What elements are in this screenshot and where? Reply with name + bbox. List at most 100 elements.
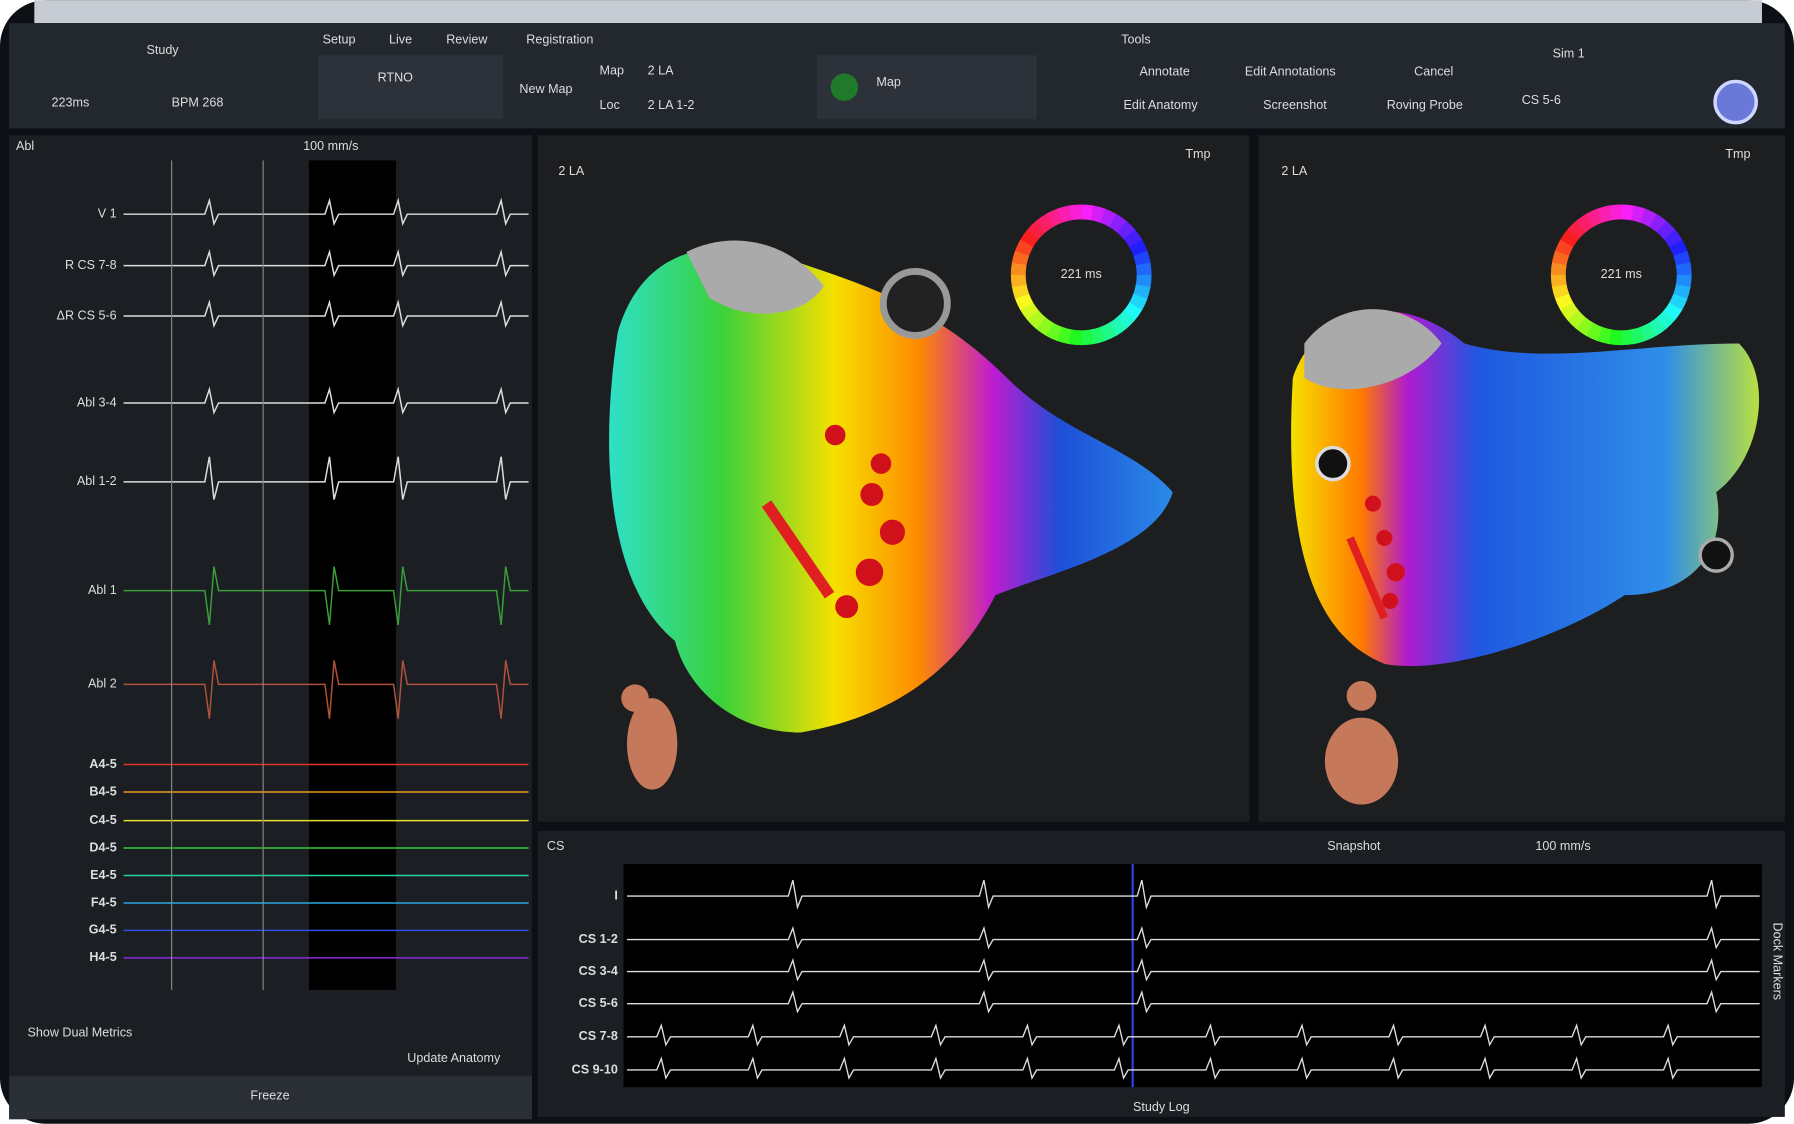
ring-segment (1640, 208, 1657, 228)
ring-segment (1108, 317, 1127, 337)
heart-anatomy (686, 240, 824, 314)
ring-segment (1090, 205, 1106, 223)
ring-segment (1675, 262, 1692, 276)
tool-button[interactable]: Annotate (1140, 65, 1190, 79)
ring-segment (1100, 208, 1117, 228)
trace-area (623, 864, 1762, 1088)
channel-label: Abl 1-2 (77, 474, 117, 488)
waveform (626, 957, 1760, 982)
ring-segment (1648, 213, 1667, 233)
ring-segment (1597, 205, 1613, 223)
ablation-points (824, 424, 1405, 619)
channel-label: G4-5 (89, 923, 117, 937)
ring-segment (1585, 322, 1603, 341)
channel-label: Abl 1 (88, 583, 117, 597)
button[interactable]: Snapshot (1327, 839, 1381, 853)
ring-segment (1026, 309, 1046, 329)
menu[interactable]: Study (146, 43, 179, 57)
map-title: 2 LA (1281, 164, 1307, 178)
sweep: 100 mm/s (303, 139, 358, 153)
ring-segment (1135, 262, 1152, 276)
freeze-button[interactable] (9, 1075, 533, 1120)
channel-label: Abl 3-4 (77, 395, 117, 409)
waveform (626, 1056, 1760, 1080)
vein (1315, 445, 1351, 482)
ring-segment (1554, 293, 1574, 311)
side-tab[interactable]: Dock Markers (1771, 923, 1785, 1001)
view-dropdown[interactable]: Tmp (1725, 147, 1750, 161)
button[interactable]: Freeze (250, 1089, 289, 1103)
dropdown[interactable]: 2 LA (648, 63, 674, 77)
dropdown[interactable]: CS 5-6 (1522, 93, 1561, 107)
waveform (123, 197, 529, 227)
waveform (626, 925, 1760, 950)
ring-segment (1586, 208, 1603, 227)
waveform (123, 249, 529, 278)
channel-label: C4-5 (89, 813, 116, 827)
ring-segment (1011, 250, 1030, 266)
tool-button[interactable]: Edit Annotations (1245, 65, 1336, 79)
catheter (761, 500, 835, 599)
channel-label: H4-5 (89, 950, 116, 964)
tool-button[interactable]: Roving Probe (1387, 98, 1463, 112)
dropdown[interactable]: 2 LA 1-2 (648, 98, 695, 112)
ring-segment (1668, 293, 1688, 311)
ring-segment (1656, 220, 1676, 240)
channel-label: ΔR CS 5-6 (57, 308, 117, 322)
ring-segment (1673, 284, 1691, 300)
tab[interactable]: Review (446, 33, 488, 47)
map-indicator (830, 73, 859, 101)
checkbox[interactable]: Update Anatomy (407, 1051, 501, 1065)
map-title: 2 LA (558, 164, 584, 178)
heart-map-1 (609, 247, 1173, 733)
channel-label: CS 1-2 (579, 932, 618, 946)
footer: Study Log (1133, 1100, 1190, 1114)
ring-segment (1648, 317, 1667, 337)
ring-segment (1027, 220, 1047, 240)
waveform (123, 299, 529, 328)
ring-segment (1550, 274, 1567, 288)
checkbox[interactable]: Show Dual Metrics (27, 1026, 132, 1040)
heart-rate: BPM 268 (172, 96, 224, 110)
ring-segment (1123, 302, 1143, 321)
button[interactable]: Map (876, 75, 900, 89)
channel-label: D4-5 (89, 840, 116, 854)
ring-segment (1015, 239, 1034, 256)
title-bar (34, 0, 1762, 24)
channel-label: CS 5-6 (579, 996, 618, 1010)
user-button[interactable] (1713, 79, 1758, 125)
ring-segment (1630, 326, 1646, 345)
tab[interactable]: Live (389, 33, 412, 47)
ring-segment (1663, 302, 1683, 321)
tab[interactable]: Setup (323, 33, 356, 47)
heart-map-2 (1291, 311, 1760, 667)
ring-segment (1081, 204, 1095, 221)
waveform (626, 989, 1760, 1014)
tab[interactable]: Registration (526, 33, 593, 47)
channel-label: CS 7-8 (579, 1029, 618, 1043)
ring-segment (1010, 274, 1027, 288)
waveform (123, 660, 529, 719)
sim: Sim 1 (1553, 46, 1585, 60)
torso-icons (621, 680, 1399, 805)
channel-label: CS 9-10 (572, 1062, 618, 1076)
ring-segment (1609, 204, 1622, 221)
tool-button[interactable]: Edit Anatomy (1124, 98, 1199, 112)
channel-label: E4-5 (90, 868, 117, 882)
ring-segment (1656, 310, 1676, 330)
ring-segment (1108, 213, 1127, 233)
ring-segment (1630, 205, 1646, 223)
left-panel (9, 135, 533, 1120)
channel-label: R CS 7-8 (65, 258, 117, 272)
ring-segment (1123, 229, 1143, 248)
tool-button[interactable]: Screenshot (1263, 98, 1327, 112)
heart-anatomy (1304, 309, 1442, 390)
view-dropdown[interactable]: Tmp (1185, 147, 1210, 161)
sweep: 100 mm/s (1535, 839, 1590, 853)
button[interactable]: New Map (519, 82, 572, 96)
ring-segment (1550, 262, 1567, 275)
waveform (626, 879, 1760, 910)
tool-button[interactable]: Cancel (1414, 65, 1453, 79)
ring-segment (1056, 326, 1072, 345)
